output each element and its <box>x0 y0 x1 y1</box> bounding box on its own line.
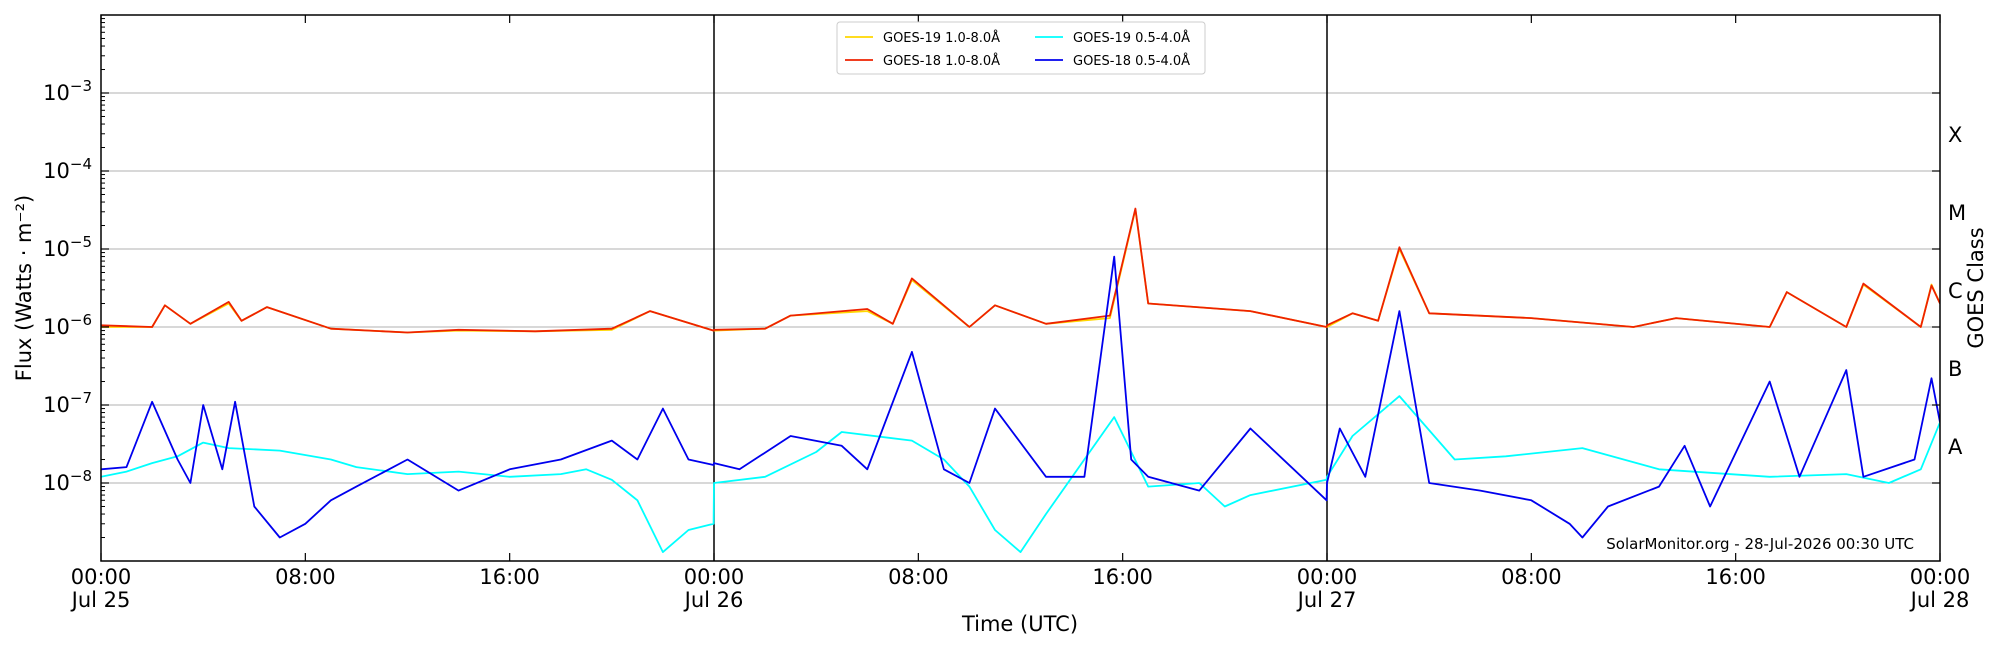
series-layer <box>101 207 1940 553</box>
y-tick-label: 10−7 <box>43 389 92 417</box>
x-tick-label: 08:00 <box>275 565 336 589</box>
x-tick-date-label: Jul 27 <box>1296 588 1357 612</box>
y-tick-label-base: 10 <box>43 81 70 105</box>
x-tick-label: 16:00 <box>1092 565 1153 589</box>
x-tick-label: 00:00 <box>684 565 745 589</box>
goes-class-label: X <box>1948 123 1962 147</box>
y-axis-ticks: 10−810−710−610−510−410−3 <box>43 18 1940 539</box>
y-tick-label-base: 10 <box>43 237 70 261</box>
x-axis-title: Time (UTC) <box>961 612 1078 636</box>
day-boundary-lines <box>713 15 1328 561</box>
y-tick-label-base: 10 <box>43 393 70 417</box>
y-tick-label-exponent: −4 <box>70 155 92 173</box>
y-axis-title: Flux (Watts · m⁻²) <box>12 195 36 381</box>
grid-lines <box>101 92 1940 484</box>
y-tick-label-exponent: −3 <box>70 77 92 95</box>
legend: GOES-19 1.0-8.0Å GOES-18 1.0-8.0Å GOES-19 … <box>836 21 1206 75</box>
y-tick-label: 10−6 <box>43 311 92 339</box>
goes-class-label: A <box>1948 435 1963 459</box>
legend-entry: GOES-19 1.0-8.0Å <box>883 30 1000 46</box>
y-tick-label-exponent: −6 <box>70 311 92 329</box>
series-line-3 <box>101 255 1940 539</box>
x-tick-label: 00:00 <box>1910 565 1971 589</box>
goes-class-label: B <box>1948 357 1962 381</box>
legend-entry: GOES-18 1.0-8.0Å <box>883 53 1000 69</box>
goes-class-labels: A B C M X <box>1948 123 1966 459</box>
plot-frame <box>100 14 1941 562</box>
x-tick-label: 00:00 <box>71 565 132 589</box>
y-tick-label: 10−4 <box>43 155 92 183</box>
y-tick-label-base: 10 <box>43 315 70 339</box>
y-tick-label-base: 10 <box>43 471 70 495</box>
y-tick-label-exponent: −5 <box>70 233 92 251</box>
series-line-2 <box>101 395 1940 553</box>
goes-class-label: C <box>1948 279 1963 303</box>
x-tick-label: 16:00 <box>1705 565 1766 589</box>
x-tick-date-label: Jul 25 <box>70 588 131 612</box>
y2-axis-title: GOES Class <box>1964 227 1988 348</box>
legend-entry: GOES-19 0.5-4.0Å <box>1073 30 1190 46</box>
y-tick-label-base: 10 <box>43 159 70 183</box>
y-tick-label-exponent: −7 <box>70 389 92 407</box>
y-tick-label: 10−5 <box>43 233 92 261</box>
y-tick-label: 10−3 <box>43 77 92 105</box>
series-line-1 <box>101 207 1940 334</box>
x-tick-label: 16:00 <box>479 565 540 589</box>
x-tick-label: 00:00 <box>1297 565 1358 589</box>
y-tick-label-exponent: −8 <box>70 467 92 485</box>
x-tick-label: 08:00 <box>1501 565 1562 589</box>
x-tick-date-label: Jul 26 <box>683 588 744 612</box>
y-tick-label: 10−8 <box>43 467 92 495</box>
legend-box <box>836 21 1206 75</box>
legend-entry: GOES-18 0.5-4.0Å <box>1073 53 1190 69</box>
goes-class-label: M <box>1948 201 1966 225</box>
x-tick-label: 08:00 <box>888 565 949 589</box>
credit-text: SolarMonitor.org - 28-Jul-2026 00:30 UTC <box>1606 535 1914 553</box>
x-tick-date-label: Jul 28 <box>1909 588 1970 612</box>
